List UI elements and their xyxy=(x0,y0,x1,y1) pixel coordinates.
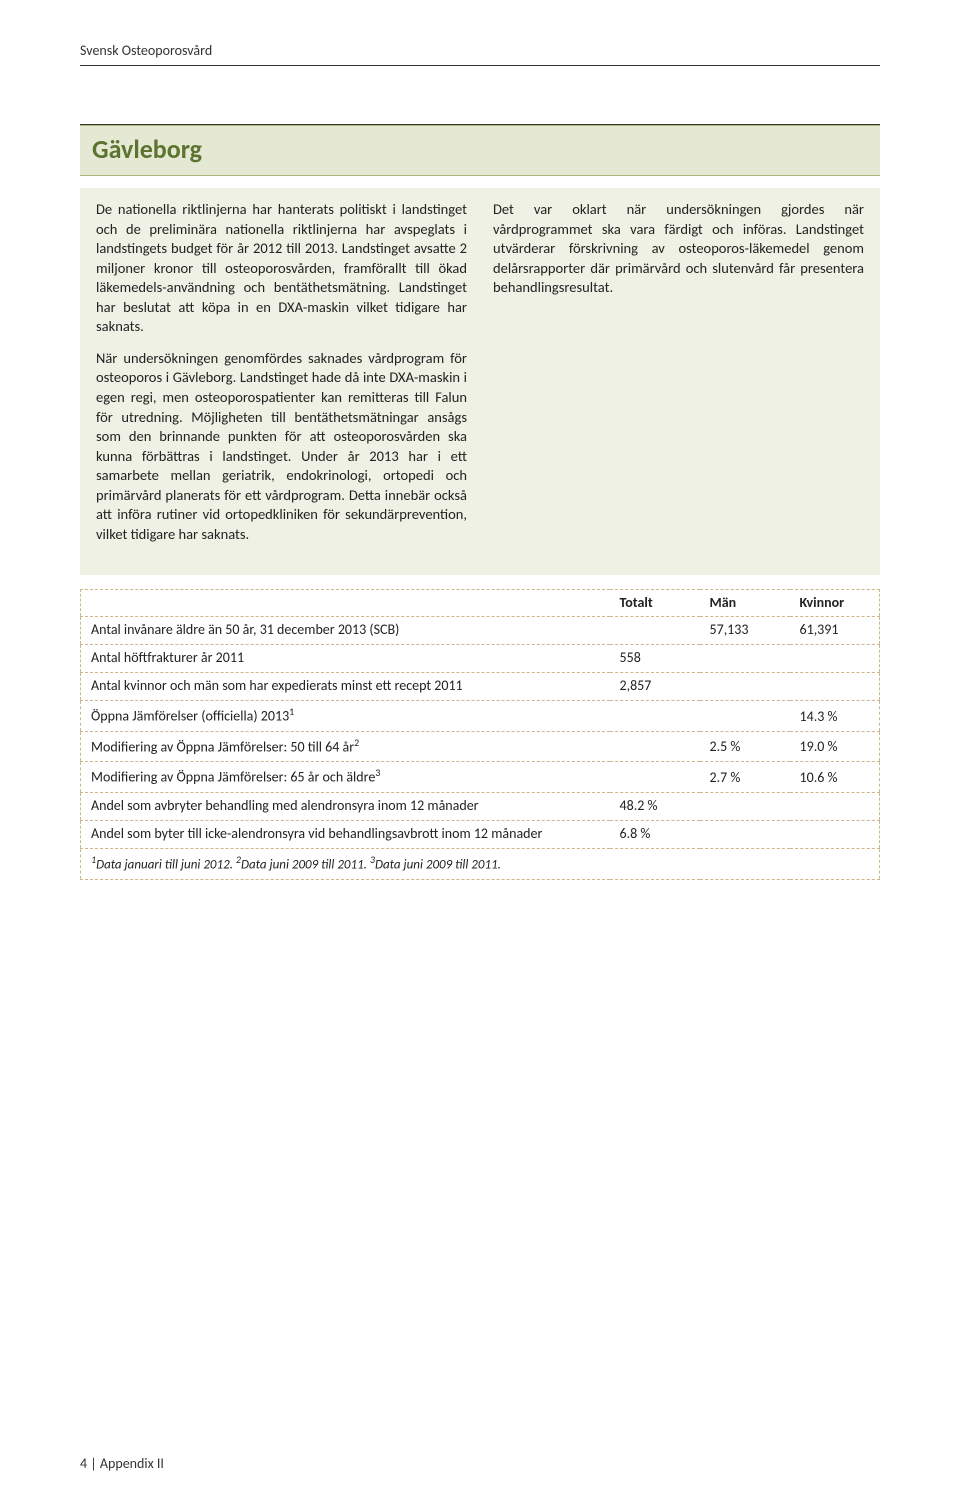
cell-man xyxy=(700,820,790,848)
row-label-text: Modifiering av Öppna Jämförelser: 50 til… xyxy=(91,738,354,755)
cell-kvinnor: 19.0 % xyxy=(790,731,880,762)
col-header-blank xyxy=(81,589,610,617)
cell-man xyxy=(700,701,790,732)
cell-man: 57,133 xyxy=(700,617,790,645)
cell-man: 2.5 % xyxy=(700,731,790,762)
superscript: 1 xyxy=(289,705,294,718)
col-header-kvinnor: Kvinnor xyxy=(790,589,880,617)
table-row: Modifiering av Öppna Jämförelser: 50 til… xyxy=(81,731,880,762)
table-row: Modifiering av Öppna Jämförelser: 65 år … xyxy=(81,762,880,793)
cell-kvinnor: 61,391 xyxy=(790,617,880,645)
cell-kvinnor xyxy=(790,820,880,848)
cell-totalt xyxy=(610,617,700,645)
superscript: 2 xyxy=(354,736,359,749)
page: Svensk Osteoporosvård Gävleborg De natio… xyxy=(0,0,960,1508)
page-title: Gävleborg xyxy=(92,132,868,167)
cell-man xyxy=(700,792,790,820)
row-label: Modifiering av Öppna Jämförelser: 50 til… xyxy=(81,731,610,762)
row-label: Antal kvinnor och män som har expedierat… xyxy=(81,673,610,701)
cell-kvinnor xyxy=(790,673,880,701)
table-row: Öppna Jämförelser (officiella) 20131 14.… xyxy=(81,701,880,732)
cell-kvinnor: 14.3 % xyxy=(790,701,880,732)
title-box: Gävleborg xyxy=(80,125,880,176)
paragraph: De nationella riktlinjerna har hanterats… xyxy=(96,200,467,337)
cell-totalt: 6.8 % xyxy=(610,820,700,848)
cell-kvinnor: 10.6 % xyxy=(790,762,880,793)
cell-kvinnor xyxy=(790,645,880,673)
cell-totalt: 558 xyxy=(610,645,700,673)
table-row: Antal höftfrakturer år 2011 558 xyxy=(81,645,880,673)
footer-section: Appendix II xyxy=(100,1455,164,1472)
row-label: Andel som byter till icke-alendronsyra v… xyxy=(81,820,610,848)
footnote-text: Data januari till juni 2012. xyxy=(96,857,236,872)
cell-man xyxy=(700,673,790,701)
body-box: De nationella riktlinjerna har hanterats… xyxy=(80,188,880,575)
cell-totalt: 2,857 xyxy=(610,673,700,701)
right-column: Det var oklart när undersökningen gjorde… xyxy=(493,200,864,557)
superscript: 3 xyxy=(375,766,380,779)
cell-man xyxy=(700,645,790,673)
stats-table: Totalt Män Kvinnor Antal invånare äldre … xyxy=(80,589,880,881)
cell-totalt: 48.2 % xyxy=(610,792,700,820)
footnote-text: Data juni 2009 till 2011. xyxy=(375,857,501,872)
table-footnote: 1Data januari till juni 2012. 2Data juni… xyxy=(81,848,880,880)
table-row: Andel som byter till icke-alendronsyra v… xyxy=(81,820,880,848)
cell-totalt xyxy=(610,701,700,732)
row-label: Andel som avbryter behandling med alendr… xyxy=(81,792,610,820)
cell-totalt xyxy=(610,731,700,762)
footnote-text: Data juni 2009 till 2011. xyxy=(241,857,370,872)
cell-kvinnor xyxy=(790,792,880,820)
row-label: Antal invånare äldre än 50 år, 31 decemb… xyxy=(81,617,610,645)
table-header-row: Totalt Män Kvinnor xyxy=(81,589,880,617)
table-row: Andel som avbryter behandling med alendr… xyxy=(81,792,880,820)
cell-totalt xyxy=(610,762,700,793)
table-row: Antal kvinnor och män som har expedierat… xyxy=(81,673,880,701)
table-row: Antal invånare äldre än 50 år, 31 decemb… xyxy=(81,617,880,645)
row-label-text: Modifiering av Öppna Jämförelser: 65 år … xyxy=(91,769,375,786)
two-column-layout: De nationella riktlinjerna har hanterats… xyxy=(96,200,864,557)
row-label: Modifiering av Öppna Jämförelser: 65 år … xyxy=(81,762,610,793)
col-header-totalt: Totalt xyxy=(610,589,700,617)
cell-man: 2.7 % xyxy=(700,762,790,793)
row-label: Öppna Jämförelser (officiella) 20131 xyxy=(81,701,610,732)
running-header: Svensk Osteoporosvård xyxy=(80,42,880,61)
page-footer: 4 | Appendix II xyxy=(80,1455,164,1474)
row-label: Antal höftfrakturer år 2011 xyxy=(81,645,610,673)
left-column: De nationella riktlinjerna har hanterats… xyxy=(96,200,467,557)
row-label-text: Öppna Jämförelser (officiella) 2013 xyxy=(91,708,289,725)
footer-separator: | xyxy=(87,1455,100,1472)
table-footnote-row: 1Data januari till juni 2012. 2Data juni… xyxy=(81,848,880,880)
col-header-man: Män xyxy=(700,589,790,617)
paragraph: Det var oklart när undersökningen gjorde… xyxy=(493,200,864,298)
paragraph: När undersökningen genomfördes saknades … xyxy=(96,349,467,545)
header-rule-thin xyxy=(80,65,880,66)
